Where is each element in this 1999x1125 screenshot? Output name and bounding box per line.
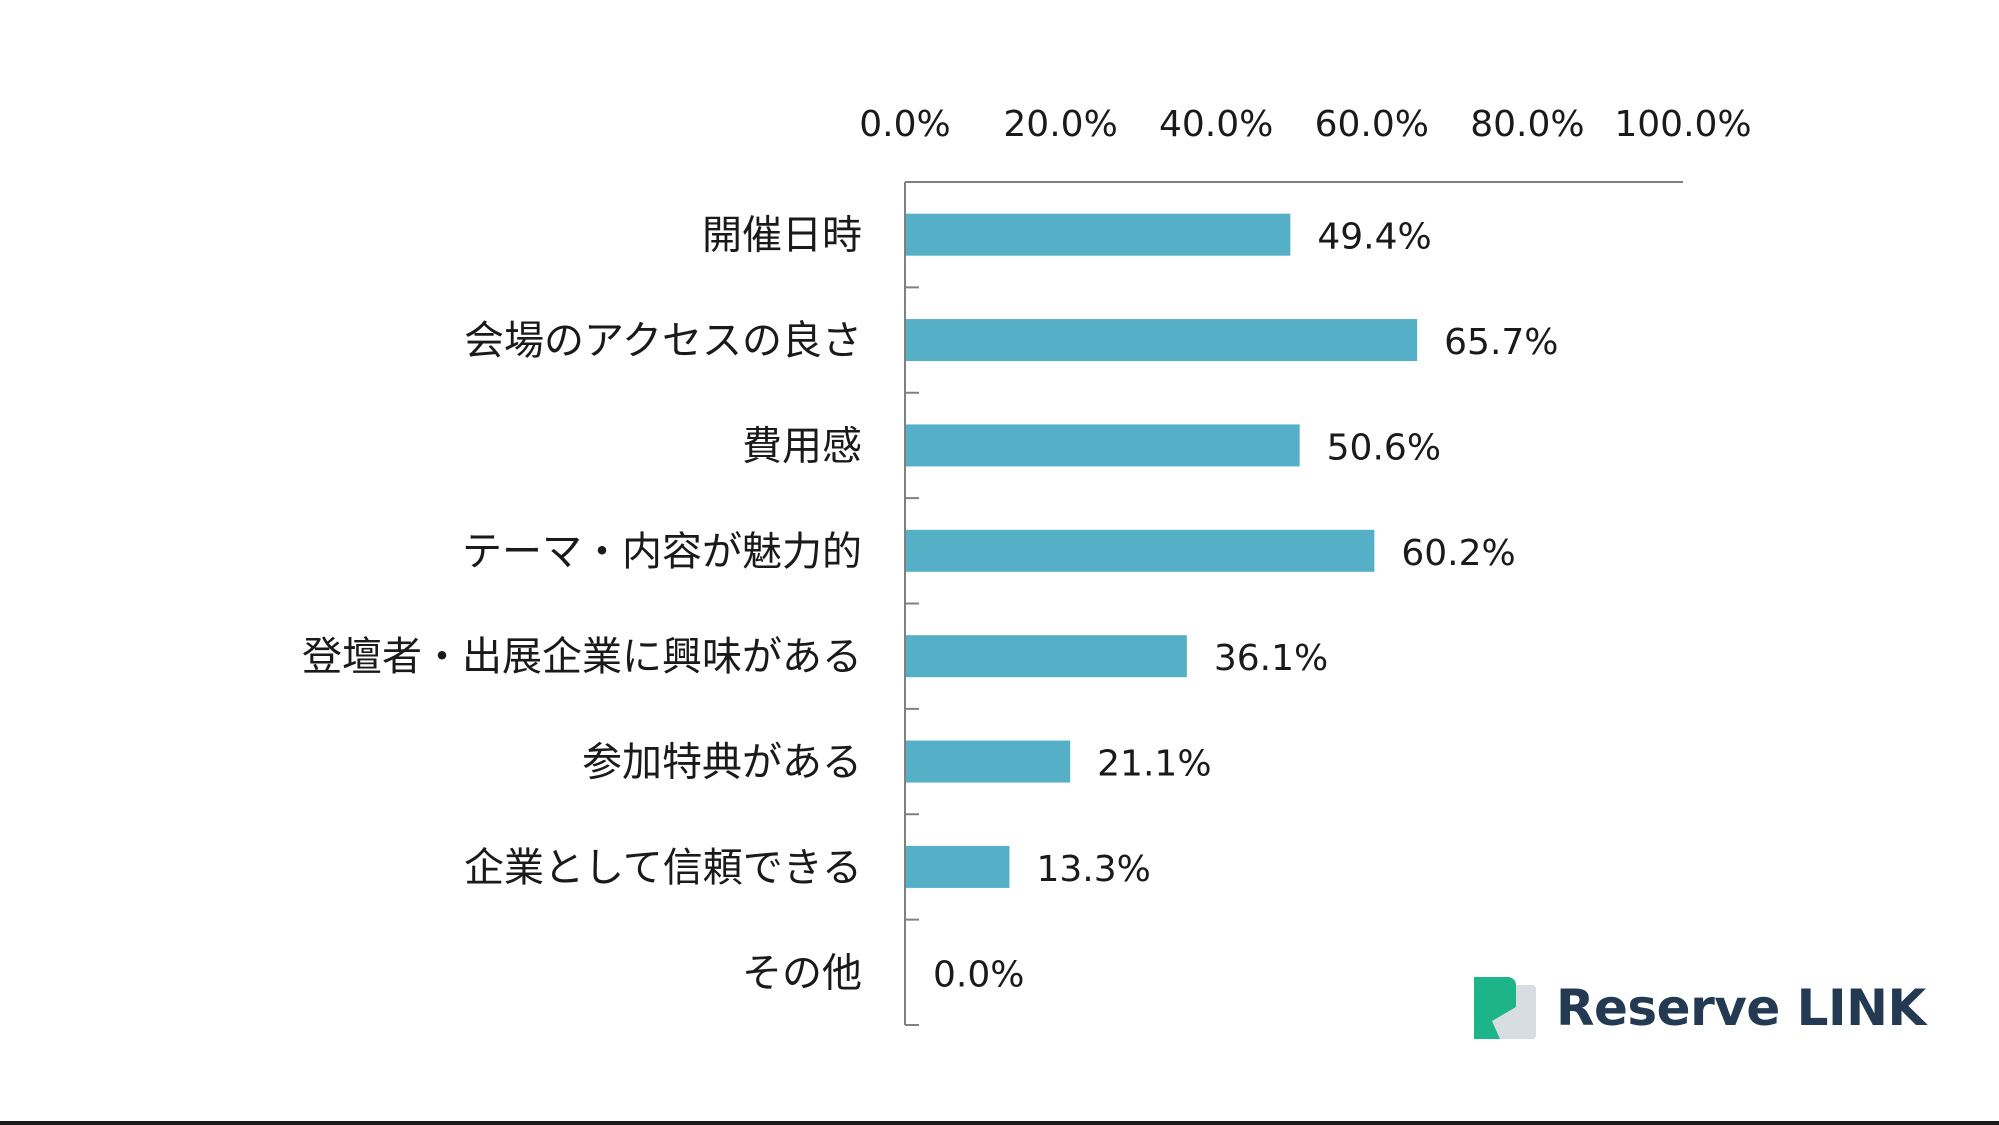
- reserve-link-logo-icon: [1474, 977, 1536, 1039]
- category-label: 登壇者・出展企業に興味がある: [302, 634, 862, 680]
- category-label: その他: [742, 950, 862, 996]
- value-label: 65.7%: [1444, 322, 1558, 363]
- value-label: 21.1%: [1097, 744, 1211, 785]
- bar: [906, 529, 1375, 572]
- value-label: 49.4%: [1317, 217, 1431, 258]
- x-tick-label: 40.0%: [1159, 104, 1273, 145]
- bars: [906, 213, 1418, 888]
- category-label: 参加特典がある: [582, 740, 862, 786]
- bar: [906, 740, 1071, 783]
- category-label: 企業として信頼できる: [464, 845, 862, 891]
- category-label: テーマ・内容が魅力的: [462, 529, 862, 575]
- category-label: 会場のアクセスの良さ: [464, 318, 862, 364]
- bottom-rule: [0, 1121, 1999, 1125]
- category-labels: 開催日時会場のアクセスの良さ費用感テーマ・内容が魅力的登壇者・出展企業に興味があ…: [302, 213, 862, 997]
- value-label: 50.6%: [1327, 427, 1441, 468]
- brand-name: Reserve LINK: [1556, 979, 1926, 1037]
- category-label: 費用感: [742, 423, 862, 469]
- y-axis-ticks: [905, 286, 919, 1026]
- x-tick-label: 20.0%: [1003, 104, 1117, 145]
- brand-logo: Reserve LINK: [1474, 976, 1926, 1040]
- x-tick-label: 0.0%: [859, 104, 950, 145]
- value-label: 0.0%: [933, 954, 1024, 995]
- x-tick-label: 60.0%: [1315, 104, 1429, 145]
- x-tick-label: 80.0%: [1470, 104, 1584, 145]
- category-label: 開催日時: [702, 213, 862, 259]
- bar: [906, 635, 1187, 678]
- value-labels: 49.4% 65.7% 50.6% 60.2% 36.1% 21.1% 13.3% 0.0%: [933, 217, 1559, 996]
- bar: [906, 845, 1010, 888]
- value-label: 13.3%: [1036, 849, 1150, 890]
- x-axis-ticks: 0.0% 20.0% 40.0% 60.0% 80.0% 100.0%: [859, 104, 1751, 145]
- value-label: 60.2%: [1401, 533, 1515, 574]
- value-label: 36.1%: [1214, 638, 1328, 679]
- bar: [906, 424, 1300, 467]
- x-tick-label: 100.0%: [1614, 104, 1751, 145]
- bar: [906, 319, 1418, 362]
- logo-mark-front: [1474, 977, 1516, 1039]
- bar: [906, 213, 1291, 256]
